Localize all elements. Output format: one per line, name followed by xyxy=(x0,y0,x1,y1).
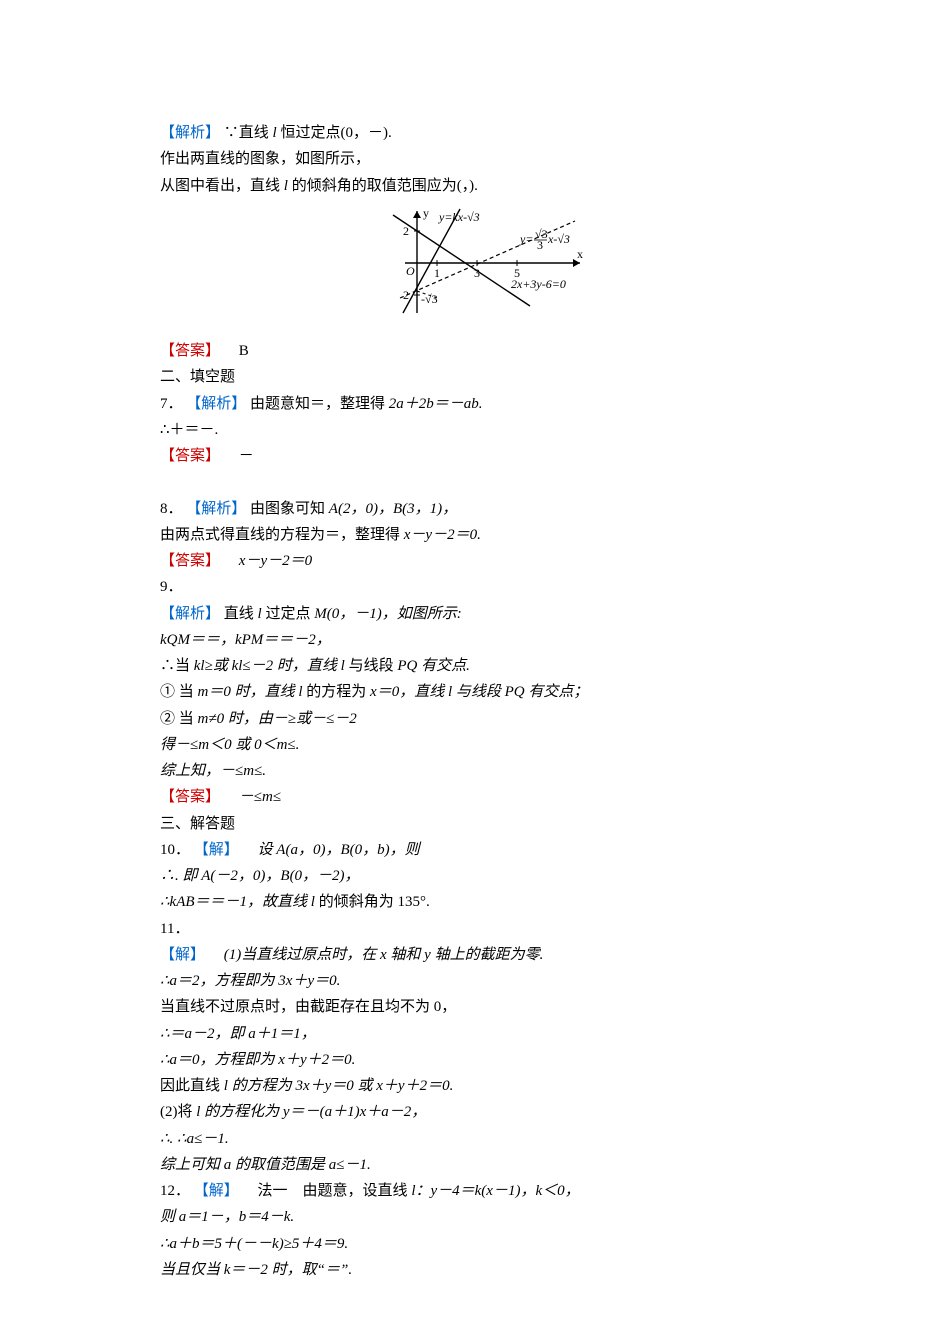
answer-6-val: B xyxy=(239,343,249,359)
text: 由题意知＝，整理得 xyxy=(250,396,385,412)
q12-num: 12． xyxy=(160,1183,190,1199)
answer-9-val: －≤m≤ xyxy=(239,789,281,805)
text: ∴＝a－2，即 a＋1＝1， xyxy=(160,1026,316,1042)
text: ∴当 xyxy=(160,658,194,674)
text: 从图中看出，直线 xyxy=(160,178,284,194)
text: ∴a＝0，方程即为 x＋y＋2＝0. xyxy=(160,1052,355,1068)
label-bottom: 2x+3y-6=0 xyxy=(511,277,566,291)
ytick-up: 2 xyxy=(403,224,409,238)
text: ∴. 即 A(－2，0)，B(0，－2)， xyxy=(160,868,360,884)
text: 直线 xyxy=(224,606,258,622)
text: kQM＝＝，kPM＝＝－2， xyxy=(160,632,331,648)
text: 得－≤m＜0 或 0＜m≤. xyxy=(160,737,299,753)
text xyxy=(209,947,224,963)
section-2: 二、填空题 xyxy=(160,364,790,390)
answer-label: 【答案】 xyxy=(160,789,220,805)
text: ∴a＋b＝5＋(－－k)≥5＋4＝9. xyxy=(160,1236,348,1252)
answer-6 xyxy=(224,343,239,359)
section-3: 三、解答题 xyxy=(160,811,790,837)
label-kx: y=kx-√3 xyxy=(438,210,480,224)
text: 综上知，－≤m≤. xyxy=(160,763,266,779)
text: 的方程化为 y＝－(a＋1)x＋a－2， xyxy=(200,1104,426,1120)
answer-9 xyxy=(224,789,239,805)
text: M(0，－1)，如图所示: xyxy=(314,606,461,622)
text: 与线段 xyxy=(345,658,398,674)
label-frac-den: 3 xyxy=(537,238,543,252)
answer-8 xyxy=(224,553,239,569)
text: ∴＋＝－. xyxy=(160,417,790,443)
text: 的方程为 3x＋y＝0 或 x＋y＋2＝0. xyxy=(228,1078,453,1094)
text: 的倾斜角为 135°. xyxy=(315,894,430,910)
axis-x-label: x xyxy=(577,247,583,261)
text: 2a＋2b＝－ab. xyxy=(385,396,483,412)
text: ∴. ∴a≤－1. xyxy=(160,1131,229,1147)
analysis-label: 【解析】 xyxy=(186,396,246,412)
origin-label: O xyxy=(406,264,415,278)
text: ∴kAB＝＝－1，故直线 xyxy=(160,894,311,910)
text: 过定点 xyxy=(262,606,315,622)
analysis-label: 【解析】 xyxy=(160,125,220,141)
answer-label: 【答案】 xyxy=(160,343,220,359)
text: 与线段 PQ 有交点； xyxy=(452,684,588,700)
text: m＝0 时，直线 xyxy=(198,684,299,700)
text xyxy=(243,1183,258,1199)
text: 当且仅当 k＝－2 时，取“＝”. xyxy=(160,1262,352,1278)
text: ∵直线 xyxy=(224,125,273,141)
label-frac: y= xyxy=(519,232,533,246)
text: 设 A(a，0)，B(0，b)，则 xyxy=(258,842,420,858)
label-frac-tail: x-√3 xyxy=(547,232,570,246)
text: (2)将 xyxy=(160,1104,196,1120)
answer-8-val: x－y－2＝0 xyxy=(239,553,312,569)
analysis-label: 【解析】 xyxy=(186,501,246,517)
solve-label: 【解】 xyxy=(160,947,205,963)
text: 法一 由题意，设直线 xyxy=(258,1183,412,1199)
text: ∴a＝2，方程即为 3x＋y＝0. xyxy=(160,973,340,989)
text: l：y－4＝k(x－1)，k＜0， xyxy=(411,1183,579,1199)
text: m≠0 时，由－≥或－≤－2 xyxy=(198,711,357,727)
label-neg-sqrt3: -√3 xyxy=(421,292,438,306)
text: 因此直线 xyxy=(160,1078,224,1094)
text: 的倾斜角的取值范围应为(，). xyxy=(288,178,478,194)
text: ① 当 xyxy=(160,684,198,700)
text: 的方程为 xyxy=(303,684,371,700)
text: PQ 有交点. xyxy=(397,658,470,674)
answer-7-val: － xyxy=(239,448,254,464)
text: x＝0，直线 xyxy=(370,684,448,700)
text: 综上可知 a 的取值范围是 a≤－1. xyxy=(160,1157,371,1173)
text: (1)当直线过原点时，在 x 轴和 y 轴上的截距为零. xyxy=(224,947,544,963)
q10-num: 10． xyxy=(160,842,190,858)
text xyxy=(243,842,258,858)
answer-label: 【答案】 xyxy=(160,448,220,464)
text: 由图象可知 xyxy=(250,501,329,517)
xtick-1: 1 xyxy=(434,266,440,280)
text: 恒过定点(0，－). xyxy=(277,125,392,141)
solve-label: 【解】 xyxy=(194,1183,239,1199)
q8-num: 8． xyxy=(160,501,183,517)
graph-figure: y x O 2 2 1 3 5 y=kx-√3 y= xyxy=(160,203,790,332)
text: 由两点式得直线的方程为＝，整理得 xyxy=(160,527,404,543)
answer-label: 【答案】 xyxy=(160,553,220,569)
solve-label: 【解】 xyxy=(194,842,239,858)
text: x－y－2＝0. xyxy=(404,527,481,543)
analysis-label: 【解析】 xyxy=(160,606,220,622)
axis-y-label: y xyxy=(423,206,429,220)
text: 则 a＝1－，b＝4－k. xyxy=(160,1209,294,1225)
q11-num: 11． xyxy=(160,916,790,942)
q7-num: 7． xyxy=(160,396,183,412)
text: ② 当 xyxy=(160,711,198,727)
text: 作出两直线的图象，如图所示， xyxy=(160,146,790,172)
answer-7 xyxy=(224,448,239,464)
q9-num: 9． xyxy=(160,574,790,600)
text: 当直线不过原点时，由截距存在且均不为 0， xyxy=(160,994,790,1020)
text: kl≥或 kl≤－2 时，直线 xyxy=(194,658,341,674)
text: A(2，0)，B(3，1)， xyxy=(329,501,457,517)
